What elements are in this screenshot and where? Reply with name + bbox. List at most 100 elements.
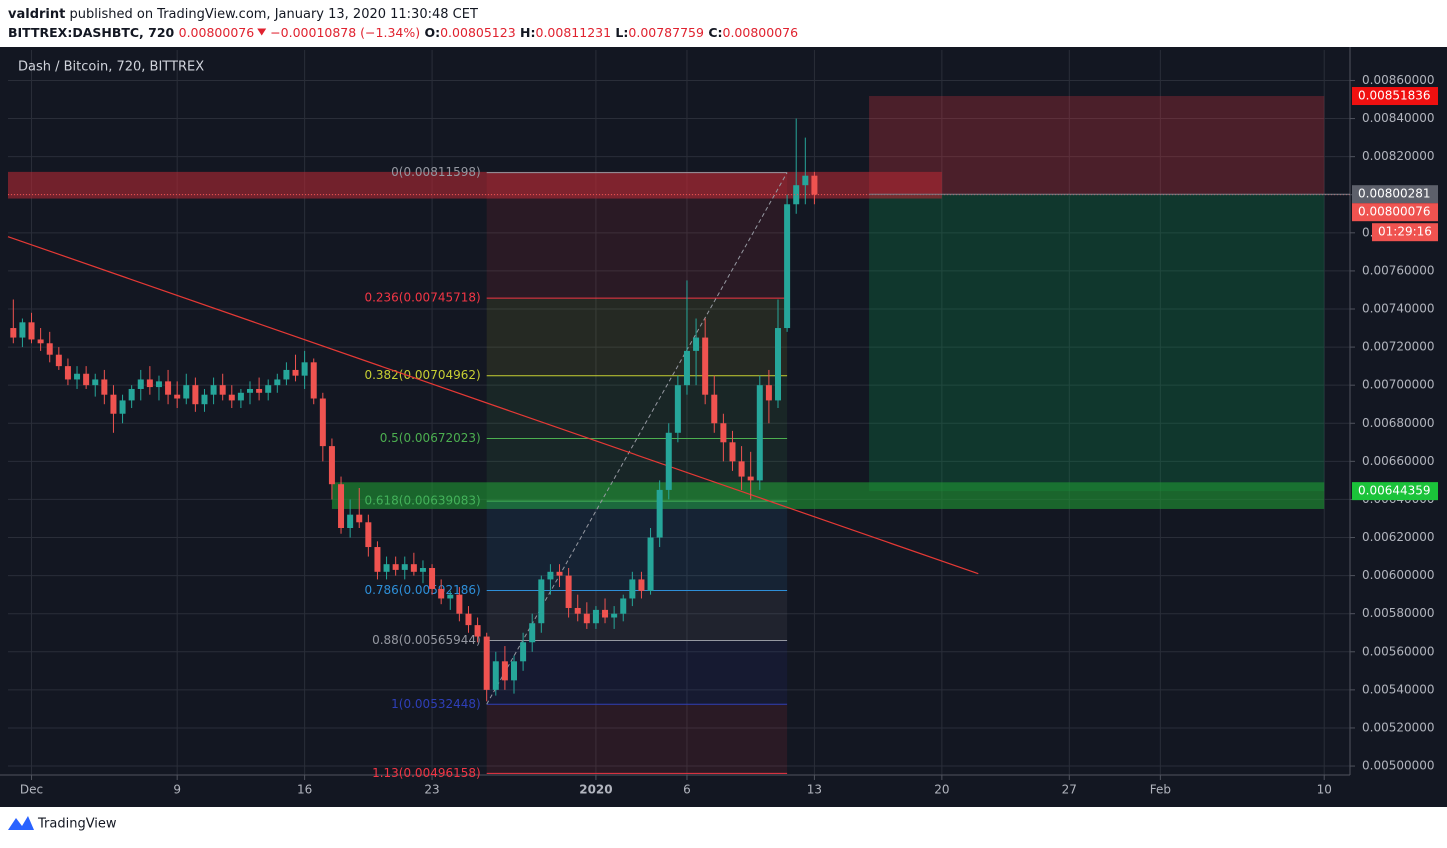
symbol: BITTREX:DASHBTC, 720 (8, 25, 175, 40)
y-tick-label: 0.00620000 (1362, 530, 1435, 544)
x-tick-label: 2020 (579, 783, 612, 797)
fib-band (486, 640, 788, 705)
fib-label: 0.236(0.00745718) (364, 291, 480, 305)
chart-title: Dash / Bitcoin, 720, BITTREX (18, 60, 204, 75)
y-tick-label: 0.00500000 (1362, 759, 1435, 773)
candle-body (556, 571, 563, 576)
candle-body (747, 476, 754, 481)
x-tick-label: 23 (424, 783, 439, 797)
candle-body (474, 625, 481, 637)
candle-body (247, 388, 253, 393)
candle-body (356, 514, 363, 523)
price-label: 0.00800076 (1358, 205, 1431, 219)
candle-body (201, 394, 208, 405)
candle-body (793, 185, 800, 205)
price-label-box (1352, 482, 1438, 501)
candle-body (55, 354, 62, 367)
y-tick-label: 0.00720000 (1362, 340, 1435, 354)
o-label: O: (424, 25, 440, 40)
candle-body (256, 388, 263, 393)
brand: TradingView (37, 817, 117, 832)
publisher-line: valdrint published on TradingView.com, J… (8, 7, 478, 22)
price-label: 0.00800281 (1358, 187, 1431, 201)
candle-body (92, 379, 99, 386)
countdown-box (1372, 223, 1438, 242)
candle-body (547, 571, 554, 580)
candle-body (602, 609, 609, 618)
candle-body (802, 175, 809, 186)
y-tick-label: 0.00760000 (1362, 263, 1435, 277)
user: valdrint (8, 7, 65, 22)
published: published on TradingView.com, January 13… (70, 7, 478, 22)
candle-body (283, 369, 290, 380)
zone (331, 482, 1325, 509)
candle-body (429, 567, 436, 589)
candle-body (629, 579, 636, 599)
candle-body (683, 350, 690, 386)
y-tick-label: 0.00700000 (1362, 378, 1435, 392)
fib-band (486, 375, 788, 439)
y-tick-label: 0.00560000 (1362, 644, 1435, 658)
y-tick-label: 0.00520000 (1362, 720, 1435, 734)
y-tick-label: 0.00840000 (1362, 111, 1435, 125)
candle-body (37, 339, 44, 344)
candle-body (392, 564, 399, 570)
candle-body (319, 398, 326, 447)
candle-body (183, 385, 190, 399)
candle-body (756, 385, 763, 481)
price-label-box (1352, 203, 1438, 222)
l: 0.00787759 (628, 25, 704, 40)
candle-body (538, 579, 545, 624)
candle-body (775, 328, 781, 401)
candle-body (447, 594, 454, 599)
price-label-box (1352, 185, 1438, 204)
candle-body (128, 388, 135, 401)
candle-body (693, 337, 700, 351)
logo-icon (8, 816, 34, 830)
candle-body (665, 432, 672, 490)
candle-body (410, 564, 417, 572)
fib-label: 0.5(0.00672023) (380, 431, 481, 445)
candle-body (511, 661, 517, 681)
candle-body (374, 547, 381, 572)
candle-body (328, 446, 335, 485)
x-tick-label: 27 (1062, 783, 1077, 797)
candle-body (483, 636, 490, 690)
candle-body (301, 362, 308, 376)
candle-body (210, 385, 217, 395)
candle-body (119, 400, 126, 414)
fib-label: 0(0.00811598) (391, 165, 481, 179)
candle-body (720, 423, 727, 443)
y-tick-label: 0.00580000 (1362, 606, 1435, 620)
trendline (7, 236, 979, 575)
x-tick-label: Feb (1150, 783, 1171, 797)
x-tick-label: 10 (1317, 783, 1332, 797)
x-tick-label: 9 (173, 783, 181, 797)
candle-body (620, 598, 627, 614)
candle-body (811, 175, 818, 195)
candle-body (765, 385, 772, 401)
candle-body (529, 623, 536, 643)
candle-body (492, 661, 499, 690)
fib-label: 0.786(0.00592186) (364, 583, 480, 597)
candle-body (265, 385, 272, 393)
candle-body (274, 379, 281, 386)
candle-body (419, 567, 426, 572)
fib-label: 0.88(0.00565944) (372, 633, 481, 647)
candle-body (19, 322, 26, 338)
fib-label: 1.13(0.00496158) (372, 766, 481, 780)
candle-body (192, 385, 199, 405)
candle-body (784, 204, 791, 329)
o: 0.00805123 (440, 25, 516, 40)
candle-body (155, 381, 162, 388)
candle-body (292, 369, 299, 376)
y-tick-label: 0.00820000 (1362, 149, 1435, 163)
candle-body (137, 379, 144, 389)
candle-body (237, 392, 244, 401)
candle-body (74, 373, 81, 380)
price-label-box (1352, 87, 1438, 106)
x-tick-label: 6 (683, 783, 691, 797)
candle-body (401, 564, 408, 570)
candle-body (110, 394, 117, 414)
